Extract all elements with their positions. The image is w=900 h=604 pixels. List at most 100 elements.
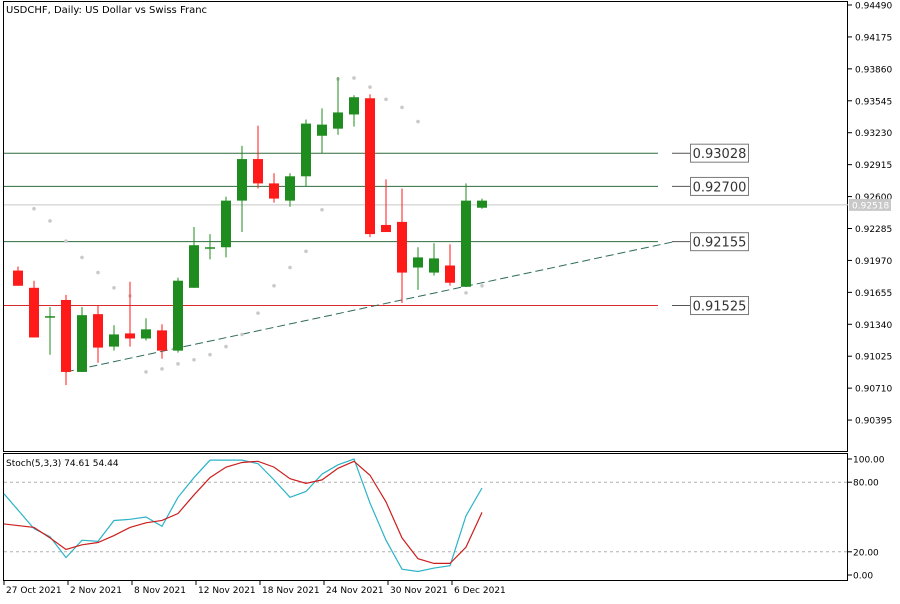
sar-dot	[304, 249, 308, 254]
price-tick-label: 0.94175	[855, 33, 892, 43]
price-tick-label: 0.90395	[855, 417, 892, 427]
trendline[interactable]	[65, 241, 675, 373]
stoch-d-line	[3, 460, 483, 565]
current-price-box	[849, 198, 891, 211]
sar-dot	[320, 207, 324, 212]
level-label: 0.92155	[693, 236, 747, 251]
bullish-candle	[349, 97, 359, 115]
bullish-candle	[477, 200, 487, 208]
price-tick-label: 0.93860	[855, 65, 892, 75]
sar-dot	[176, 362, 180, 366]
time-tick-label: 18 Nov 2021	[262, 586, 320, 596]
price-tick-label: 0.93545	[855, 97, 892, 107]
bearish-candle	[157, 330, 167, 351]
bullish-candle	[461, 200, 471, 287]
trendline-segment[interactable]	[65, 241, 675, 373]
sar-dot	[80, 255, 84, 260]
chart-title: USDCHF, Daily: US Dollar vs Swiss Franc	[6, 5, 207, 16]
bullish-candle	[221, 200, 231, 248]
price-tick-label: 0.93230	[855, 129, 892, 139]
bullish-candle	[141, 329, 151, 339]
stoch-tick-label: 100.00	[853, 456, 885, 466]
sar-dot	[208, 352, 212, 357]
bearish-candle	[269, 183, 279, 199]
time-tick-label: 27 Oct 2021	[6, 586, 62, 596]
bullish-candle	[189, 245, 199, 288]
bullish-candle	[317, 124, 327, 136]
price-tick-label: 0.92600	[855, 193, 892, 203]
time-tick-label: 8 Nov 2021	[134, 586, 186, 596]
sar-dot	[272, 283, 276, 288]
sar-dot	[464, 291, 468, 295]
price-tick-label: 0.91970	[855, 257, 892, 267]
bearish-candle	[29, 287, 39, 338]
sar-dot	[416, 119, 420, 124]
time-tick-label: 12 Nov 2021	[198, 586, 256, 596]
price-tick-label: 0.91025	[855, 353, 892, 363]
stoch-tick-label: 0.00	[853, 572, 873, 582]
sar-dot	[160, 367, 164, 371]
bullish-candle	[237, 159, 247, 201]
price-axis: 0.94490 0.94175 0.93860 0.93545 0.93230 0.929…	[848, 2, 892, 427]
price-tick-label: 0.91655	[855, 289, 892, 299]
bearish-candle	[381, 224, 391, 233]
bullish-candle	[285, 176, 295, 201]
time-tick-label: 6 Dec 2021	[454, 586, 506, 596]
price-tick-label: 0.92285	[855, 225, 892, 235]
level-label: 0.91525	[693, 300, 747, 315]
candlesticks	[13, 76, 487, 386]
bearish-candle	[445, 265, 455, 283]
time-tick-label: 24 Nov 2021	[326, 586, 384, 596]
bearish-candle	[61, 299, 71, 372]
sar-dot	[64, 239, 68, 243]
sar-dot	[112, 285, 116, 290]
sar-dot	[32, 206, 36, 211]
price-tick-label: 0.94490	[855, 2, 892, 12]
bullish-candle	[301, 123, 311, 177]
sar-dot	[96, 270, 100, 275]
parabolic-sar	[32, 76, 484, 374]
level-label: 0.92700	[693, 180, 747, 195]
bearish-candle	[365, 98, 375, 235]
sar-dot	[368, 85, 372, 89]
stoch-tick-label: 80.00	[853, 479, 879, 489]
bullish-candle	[109, 334, 119, 347]
bullish-candle	[413, 257, 423, 268]
sar-dot	[224, 344, 228, 349]
bearish-candle	[125, 333, 135, 339]
horizontal-levels[interactable]: 0.93028 0.92700 0.92155 0.91525	[4, 143, 848, 316]
bullish-candle	[77, 315, 87, 372]
sar-dot	[48, 219, 52, 223]
sar-dot	[400, 105, 404, 110]
time-axis: 27 Oct 2021 2 Nov 2021 8 Nov 2021 12 Nov 20…	[3, 581, 506, 596]
sar-dot	[352, 76, 356, 80]
sar-dot	[288, 265, 292, 270]
level-label-box	[690, 176, 749, 196]
sar-dot	[480, 283, 484, 288]
stochastic-label: Stoch(5,3,3) 74.61 54.44	[6, 459, 119, 469]
time-tick-label: 2 Nov 2021	[70, 586, 122, 596]
bullish-candle	[333, 112, 343, 129]
bearish-candle	[13, 270, 23, 286]
main-plot-frame	[3, 1, 848, 452]
bullish-candle	[205, 247, 215, 249]
sar-dot	[256, 311, 260, 315]
sar-dot	[192, 357, 196, 362]
stochastic-oscillator: 100.00 80.00 20.00 0.00	[3, 456, 885, 582]
stoch-tick-label: 20.00	[853, 548, 879, 558]
bullish-candle	[45, 316, 55, 318]
bullish-candle	[173, 280, 183, 351]
bearish-candle	[397, 221, 407, 273]
level-label: 0.93028	[693, 147, 747, 162]
price-tick-label: 0.91340	[855, 321, 892, 331]
sar-dot	[144, 370, 148, 374]
level-label-box	[690, 232, 749, 252]
level-label-box	[690, 143, 749, 163]
sar-dot	[384, 97, 388, 102]
price-tick-label: 0.92915	[855, 161, 892, 171]
price-tick-label: 0.90710	[855, 385, 892, 395]
sar-dot	[240, 332, 244, 337]
current-price-label: 0.92518	[852, 201, 889, 211]
bearish-candle	[253, 159, 263, 184]
